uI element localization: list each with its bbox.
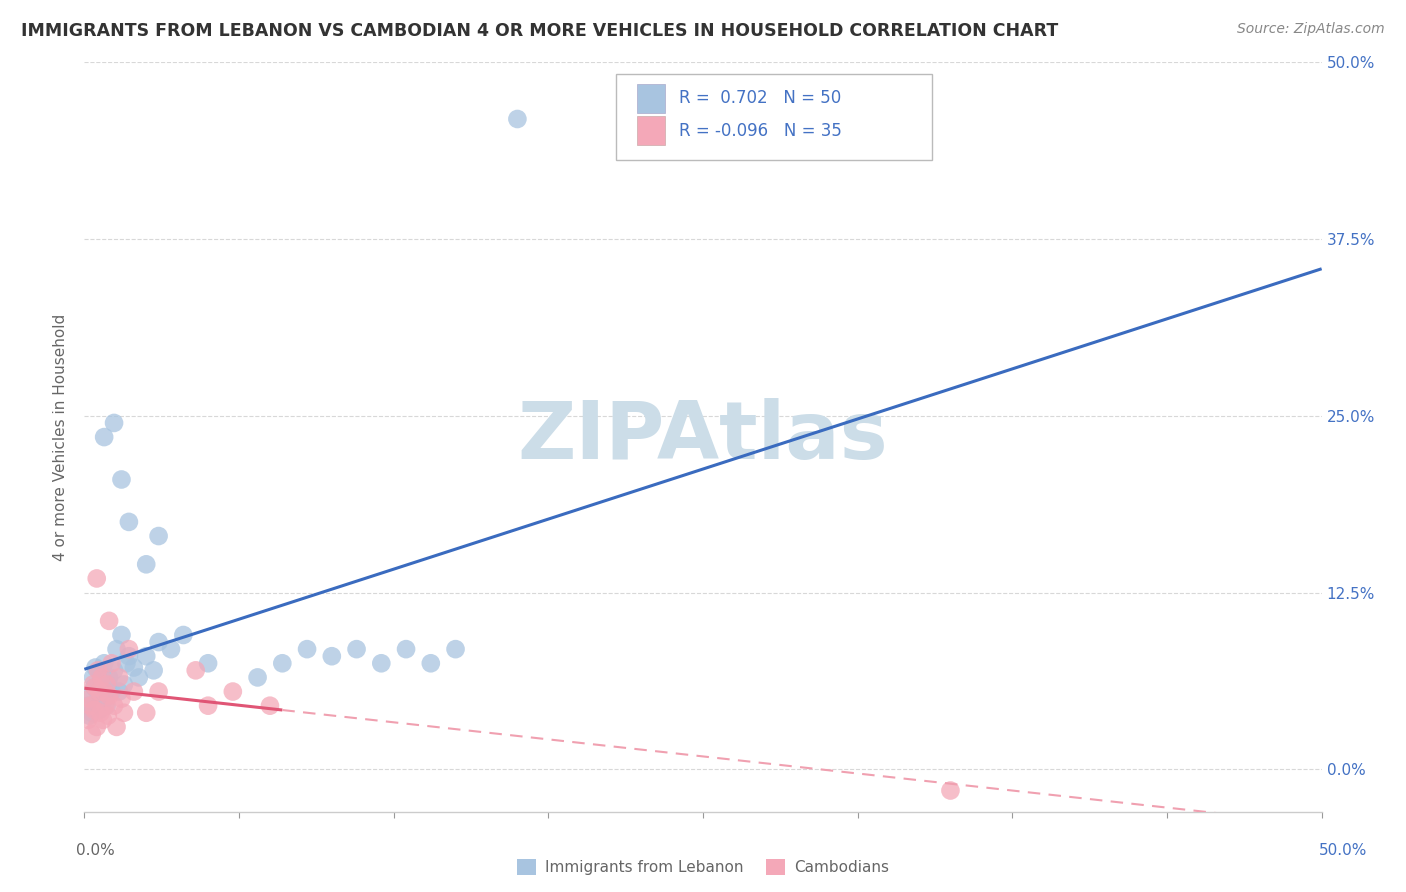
Point — [160, 642, 183, 657]
Point — [93, 657, 115, 671]
Point — [83, 703, 105, 717]
Point — [94, 698, 117, 713]
Point — [246, 670, 269, 684]
Text: 0.0%: 0.0% — [76, 843, 115, 858]
Point — [118, 649, 141, 664]
Point — [135, 558, 157, 572]
Point — [112, 677, 135, 691]
Point — [112, 706, 135, 720]
Y-axis label: 4 or more Vehicles in Household: 4 or more Vehicles in Household — [53, 313, 69, 561]
Point — [84, 681, 107, 695]
Point — [80, 727, 103, 741]
Point — [93, 684, 115, 698]
Point — [98, 689, 121, 703]
Text: IMMIGRANTS FROM LEBANON VS CAMBODIAN 4 OR MORE VEHICLES IN HOUSEHOLD CORRELATION: IMMIGRANTS FROM LEBANON VS CAMBODIAN 4 O… — [21, 22, 1059, 40]
Point — [148, 635, 170, 649]
Point — [110, 473, 132, 487]
Point — [148, 529, 170, 543]
FancyBboxPatch shape — [637, 116, 665, 145]
Point — [83, 681, 105, 695]
Point — [94, 684, 117, 698]
Point — [87, 684, 110, 698]
Point — [98, 670, 121, 684]
Point — [295, 642, 318, 657]
Point — [419, 657, 441, 671]
Point — [77, 698, 100, 713]
Text: R = -0.096   N = 35: R = -0.096 N = 35 — [679, 121, 842, 140]
Point — [222, 684, 245, 698]
Point — [271, 657, 294, 671]
Legend: Immigrants from Lebanon, Cambodians: Immigrants from Lebanon, Cambodians — [517, 859, 889, 875]
Point — [108, 670, 131, 684]
Point — [90, 670, 112, 684]
Point — [103, 698, 125, 713]
Point — [79, 689, 101, 703]
Text: Source: ZipAtlas.com: Source: ZipAtlas.com — [1237, 22, 1385, 37]
Point — [118, 642, 141, 657]
Point — [110, 628, 132, 642]
Point — [77, 713, 100, 727]
Point — [506, 112, 529, 126]
Point — [105, 642, 128, 657]
Point — [184, 664, 207, 678]
Point — [91, 694, 114, 708]
FancyBboxPatch shape — [637, 84, 665, 112]
Point — [103, 664, 125, 678]
Point — [82, 677, 104, 691]
Point — [197, 698, 219, 713]
Point — [96, 677, 118, 691]
Point — [100, 684, 122, 698]
Point — [79, 698, 101, 713]
Point — [89, 684, 111, 698]
Point — [118, 515, 141, 529]
Point — [89, 706, 111, 720]
Point — [939, 783, 962, 797]
Point — [346, 642, 368, 657]
Point — [135, 706, 157, 720]
Point — [86, 571, 108, 585]
Point — [122, 684, 145, 698]
Point — [115, 657, 138, 671]
Point — [110, 691, 132, 706]
Point — [444, 642, 467, 657]
Point — [98, 614, 121, 628]
Point — [103, 416, 125, 430]
Point — [93, 430, 115, 444]
Point — [96, 698, 118, 713]
FancyBboxPatch shape — [616, 74, 932, 160]
Point — [370, 657, 392, 671]
Text: ZIPAtlas: ZIPAtlas — [517, 398, 889, 476]
Point — [91, 713, 114, 727]
Point — [89, 703, 111, 717]
Point — [108, 684, 131, 698]
Text: 50.0%: 50.0% — [1319, 843, 1367, 858]
Point — [87, 664, 110, 678]
Point — [148, 684, 170, 698]
Point — [395, 642, 418, 657]
Point — [128, 670, 150, 684]
Point — [84, 660, 107, 674]
Point — [90, 691, 112, 706]
Point — [86, 720, 108, 734]
Point — [142, 664, 165, 678]
Point — [105, 720, 128, 734]
Point — [80, 706, 103, 720]
Point — [122, 660, 145, 674]
Text: R =  0.702   N = 50: R = 0.702 N = 50 — [679, 89, 842, 107]
Point — [97, 677, 120, 691]
Point — [321, 649, 343, 664]
Point — [259, 698, 281, 713]
Point — [79, 708, 101, 723]
Point — [100, 657, 122, 671]
Point — [135, 649, 157, 664]
Point — [79, 691, 101, 706]
Point — [172, 628, 194, 642]
Point — [82, 670, 104, 684]
Point — [197, 657, 219, 671]
Point — [97, 708, 120, 723]
Point — [86, 698, 108, 713]
Point — [89, 666, 111, 681]
